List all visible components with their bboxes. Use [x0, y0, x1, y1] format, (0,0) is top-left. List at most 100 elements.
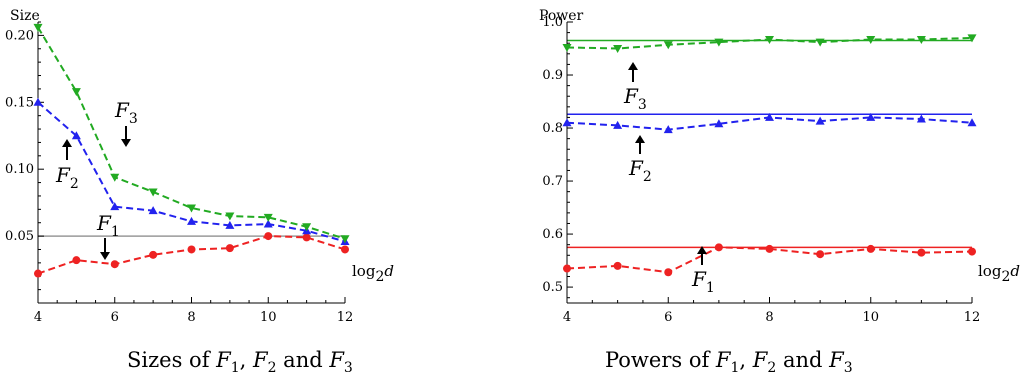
data-point [714, 119, 724, 128]
x-tick-label: 4 [34, 310, 42, 325]
data-point [302, 233, 311, 242]
series-group [562, 34, 977, 277]
arrow-down-icon [100, 238, 110, 260]
data-point [816, 250, 825, 259]
data-point [71, 131, 81, 140]
x-axis-label: log2d [352, 262, 394, 285]
data-point [263, 219, 273, 228]
x-tick-label: 10 [260, 310, 277, 325]
annotation-f3: F3 [114, 98, 138, 147]
data-point [765, 244, 774, 253]
data-point [264, 232, 273, 241]
arrow-up-icon [697, 246, 707, 265]
series-line [37, 235, 346, 275]
powers-chart: 4 6 8 10 12 0.5 0.6 0.7 0.8 0.9 1.0 Power log2d F3… [539, 8, 1020, 376]
data-point [765, 112, 774, 121]
data-point [110, 202, 120, 211]
data-point [967, 34, 977, 43]
x-tick-label: 12 [964, 310, 981, 325]
data-point [72, 256, 81, 265]
data-point [148, 206, 158, 215]
data-point [613, 45, 623, 54]
y-tick-label: 0.5 [542, 280, 563, 295]
data-point [148, 188, 158, 197]
arrow-up-icon [635, 135, 645, 154]
series-line [37, 26, 346, 240]
data-point [916, 114, 926, 123]
data-point [562, 118, 572, 127]
data-point [563, 264, 571, 273]
data-point [967, 118, 977, 127]
annotation-f2: F2 [55, 139, 79, 192]
data-point [866, 35, 876, 44]
data-point [187, 245, 196, 254]
data-point [916, 35, 926, 44]
y-tick-label: 0.05 [5, 229, 34, 244]
annotation-f2-label: F2 [628, 156, 652, 185]
arrow-down-icon [121, 126, 131, 147]
data-point [110, 260, 119, 269]
data-point [562, 43, 572, 52]
data-point [187, 216, 196, 225]
x-axis-label: log2d [978, 262, 1020, 285]
data-point [33, 23, 43, 32]
data-point [663, 41, 673, 50]
data-point [302, 223, 312, 232]
data-point [225, 220, 235, 229]
data-point [149, 250, 158, 259]
series-line [566, 246, 973, 274]
data-point [917, 248, 926, 257]
x-tick-label: 10 [862, 310, 879, 325]
axes: 4 6 8 10 12 0.5 0.6 0.7 0.8 0.9 1.0 [542, 15, 980, 325]
data-point [341, 245, 349, 254]
x-tick-label: 8 [187, 310, 195, 325]
y-tick-label: 0.7 [542, 174, 563, 189]
y-tick-label: 0.9 [542, 68, 563, 83]
y-axis-label: Size [10, 8, 40, 24]
data-point [263, 213, 273, 222]
data-point [664, 268, 673, 277]
chart-caption: Powers of F1, F2 and F3 [605, 348, 853, 376]
annotation-f1: F1 [96, 211, 120, 260]
data-point [340, 235, 350, 244]
data-point [225, 212, 235, 221]
annotation-f2-label: F2 [55, 163, 79, 192]
data-point [866, 244, 875, 253]
axes: 4 6 8 10 12 0.05 0.10 0.15 0.20 [5, 21, 354, 325]
data-point [968, 247, 976, 256]
data-point [714, 243, 723, 252]
y-tick-label: 0.20 [5, 28, 34, 43]
chart-caption: Sizes of F1, F2 and F3 [127, 348, 353, 376]
data-point [225, 244, 234, 253]
data-point [815, 116, 825, 125]
data-point [34, 269, 42, 278]
x-tick-label: 4 [563, 310, 571, 325]
reference-line-group [567, 39, 972, 249]
data-point [866, 112, 876, 121]
sizes-chart: 4 6 8 10 12 0.05 0.10 0.15 0.20 Size log2d F1 F2… [5, 8, 394, 376]
x-tick-label: 8 [765, 310, 773, 325]
annotation-f3-label: F3 [623, 84, 647, 113]
annotation-f1-label: F1 [96, 211, 120, 240]
arrow-up-icon [62, 139, 72, 160]
x-tick-label: 12 [337, 310, 354, 325]
arrow-up-icon [628, 62, 638, 82]
y-axis-label: Power [539, 8, 584, 24]
data-point [187, 204, 196, 213]
y-tick-label: 1.0 [542, 15, 563, 30]
data-point [110, 173, 120, 182]
x-tick-label: 6 [111, 310, 119, 325]
data-point [815, 38, 825, 47]
data-point [613, 261, 622, 270]
data-point [714, 38, 724, 47]
annotation-f1: F1 [691, 246, 715, 296]
y-tick-label: 0.15 [5, 95, 34, 110]
data-point [765, 35, 774, 44]
data-point [613, 120, 623, 129]
annotation-f3: F3 [623, 62, 647, 113]
annotation-f2: F2 [628, 135, 652, 185]
annotation-f1-label: F1 [691, 267, 715, 296]
data-point [33, 97, 43, 106]
y-tick-label: 0.6 [542, 227, 563, 242]
